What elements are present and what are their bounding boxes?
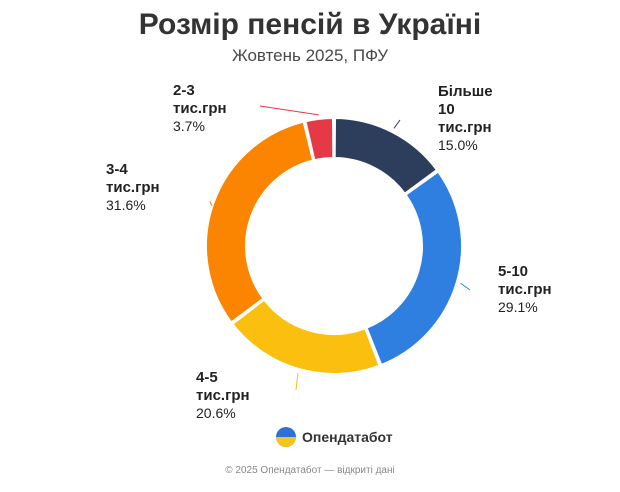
donut-slice-4: [304, 116, 335, 162]
ukraine-flag-circle-icon: [276, 427, 296, 447]
leader-line-4: [259, 105, 319, 116]
slice-label-4-line-0: 2-3: [173, 82, 195, 99]
donut-slice-3: [205, 120, 315, 324]
donut-slice-1: [365, 170, 463, 367]
leader-line-3: [209, 201, 213, 207]
slice-value-label-3: 31.6%: [106, 197, 146, 213]
leader-line-0: [393, 119, 401, 129]
brand-logo: Опендатабот: [276, 426, 393, 448]
slice-label-1-line-0: 5-10: [498, 263, 528, 280]
slice-value-label-2: 20.6%: [196, 405, 236, 421]
donut-slice-2: [231, 298, 381, 375]
leader-line-1: [460, 282, 471, 291]
slice-label-3-line-0: 3-4: [106, 161, 128, 178]
slice-label-0-line-2: тис.грн: [438, 119, 492, 136]
slice-label-1-line-1: тис.грн: [498, 281, 552, 298]
slice-label-0-line-0: Більше: [438, 83, 493, 100]
slice-label-2-line-0: 4-5: [196, 369, 218, 386]
footer-copyright: © 2025 Опендатабот — відкриті дані: [225, 465, 395, 476]
slice-label-2-line-1: тис.грн: [196, 387, 250, 404]
slice-label-0-line-1: 10: [438, 101, 455, 118]
donut-slice-0: [333, 116, 439, 196]
slice-value-label-1: 29.1%: [498, 299, 538, 315]
slice-value-label-4: 3.7%: [173, 118, 205, 134]
slice-label-3-line-1: тис.грн: [106, 179, 160, 196]
leader-line-2: [295, 372, 299, 391]
brand-name: Опендатабот: [302, 429, 393, 445]
chart-title: Розмір пенсій в Україні: [138, 8, 482, 41]
slice-label-4-line-1: тис.грн: [173, 100, 227, 117]
slice-value-label-0: 15.0%: [438, 137, 478, 153]
chart-subtitle: Жовтень 2025, ПФУ: [231, 46, 389, 65]
